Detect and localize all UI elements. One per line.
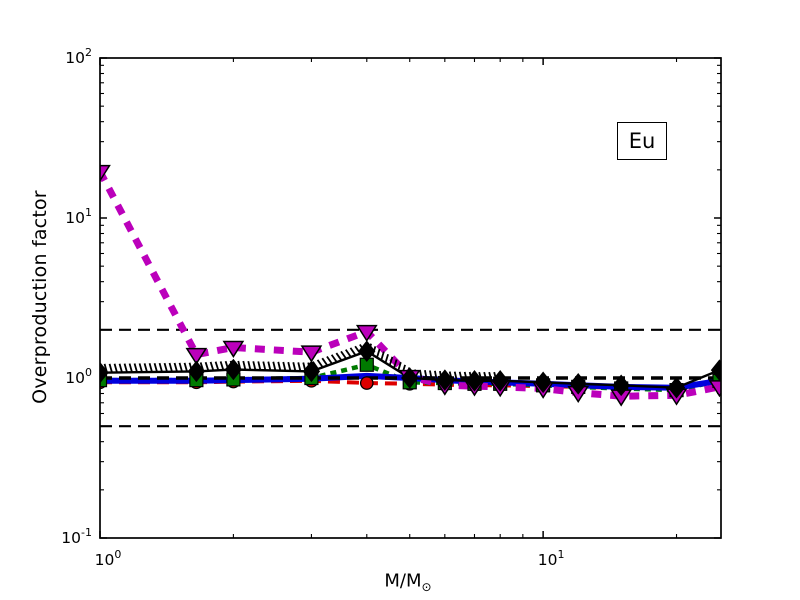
y-tick-label: 102 [65,46,92,67]
diamond-marker [667,376,686,399]
hatch-tick [183,362,188,372]
hatch-tick [242,360,247,371]
diamond-marker [612,374,630,397]
hatch-tick [178,362,183,372]
hatch-tick [321,357,329,367]
hatch-tick [123,363,128,373]
diamond-marker [401,367,419,389]
series-line-model-magenta-dashed-triangles [100,169,721,400]
hatch-tick [419,369,423,379]
diamond-marker [491,370,509,392]
circle-marker [359,376,374,390]
element-annotation-box: Eu [617,122,667,160]
hatch-tick [128,363,133,373]
hatch-tick [397,361,402,372]
diamond-marker [465,370,484,392]
y-tick-label: 101 [65,206,92,227]
triangle-down-marker [185,347,208,366]
x-tick-label: 101 [538,548,565,569]
hatch-tick [262,361,267,371]
hatch-tick [204,361,210,372]
hatch-tick [148,363,153,373]
hatch-tick [453,371,458,381]
hatch-tick [173,362,178,372]
x-axis-label-main: M/M [384,570,422,592]
x-tick-label: 100 [95,548,122,569]
square-marker [100,373,108,388]
hatch-tick [376,348,381,358]
axes-frame [99,57,722,539]
hatch-tick [388,356,394,366]
diamond-marker [224,358,243,381]
x-axis-label: M/M⊙ [384,570,432,595]
element-annotation-label: Eu [628,129,656,153]
diamond-marker [436,369,454,391]
hatch-tick [292,362,297,372]
hatch-tick [133,363,138,373]
diamond-marker [710,359,721,381]
y-tick-label: 100 [65,366,92,387]
diamond-marker [100,361,109,384]
hatch-tick [219,361,225,371]
hatch-tick [380,351,385,361]
hatch-tick [143,363,148,373]
hatch-tick [316,359,324,368]
hatch-tick [287,361,292,372]
hatch-tick [384,353,389,364]
hatch-tick [153,362,158,373]
hatch-tick [335,352,343,361]
hatch-tick [163,362,168,373]
hatch-tick [434,370,438,380]
triangle-down-marker [100,164,111,182]
hatch-tick [277,361,282,371]
triangle-down-marker [355,324,378,342]
hatch-tick [113,363,118,373]
hatch-tick [252,361,257,371]
diamond-marker [302,360,321,383]
diamond-marker [187,360,206,383]
hatch-tick [108,363,113,373]
hatch-tick [138,363,143,373]
hatch-tick [247,360,252,371]
diamond-marker [569,372,587,395]
hatch-tick [209,361,215,371]
plot-content [100,164,721,428]
diamond-marker [534,371,552,394]
triangle-down-marker [222,340,245,358]
hatch-tick [326,355,333,365]
sun-symbol: ⊙ [421,580,432,595]
hatch-tick [340,350,347,360]
hatch-tick [158,362,163,373]
hatch-tick [297,362,302,372]
hatch-tick [257,361,262,371]
y-tick-label: 10-1 [61,526,92,547]
hatch-tick [393,359,398,369]
hatch-tick [168,362,173,372]
triangle-down-marker [300,345,323,363]
hatch-tick [118,363,123,373]
hatch-tick [282,361,287,371]
hatch-tick [345,349,352,358]
hatch-tick [267,361,272,371]
hatch-tick [349,347,357,356]
y-axis-label: Overproduction factor [29,190,51,404]
hatch-tick [330,354,338,363]
diamond-marker [358,340,376,363]
hatch-tick [214,361,220,371]
series-markers-model-black-hatched-diamonds [100,340,721,399]
hatch-tick [272,361,277,371]
